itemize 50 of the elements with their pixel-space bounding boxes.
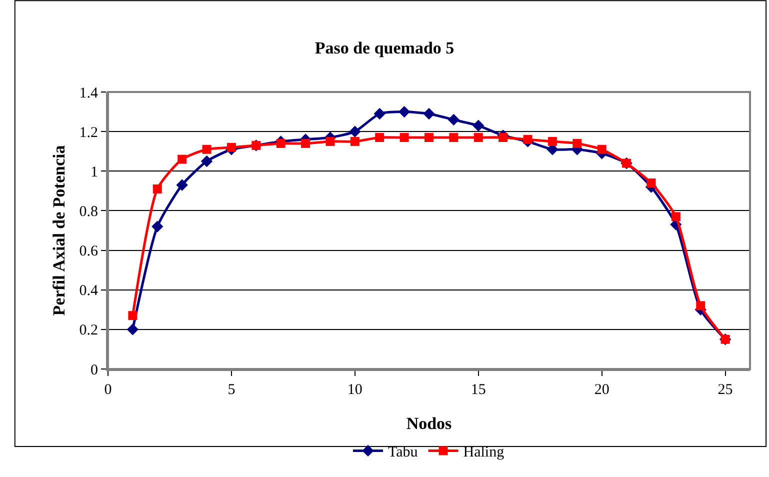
point [202,144,212,154]
point [498,133,508,142]
point [646,178,656,188]
x-tick-label: 20 [594,382,610,398]
legend-label: Haling [463,444,505,461]
x-axis-title: Nodos [406,414,452,433]
point [424,133,434,142]
point [349,126,361,138]
point [350,136,360,146]
point [472,120,484,132]
point [400,133,409,142]
point [572,138,582,148]
point [178,154,187,164]
point [176,179,188,191]
point [696,301,706,310]
y-tick-label: 1.2 [79,124,98,141]
point [474,133,483,142]
point [374,108,386,120]
x-tick-label: 0 [104,382,112,398]
y-tick-label: 0.4 [79,283,98,300]
point [326,136,335,146]
x-tick-label: 25 [718,382,733,398]
point [276,138,286,148]
chart-title: Paso de quemado 5 [314,38,454,58]
point [128,311,138,320]
y-tick-label: 1 [90,164,98,180]
y-tick-label: 1.4 [79,85,98,102]
x-tick-label: 5 [228,382,236,398]
x-tick-label: 10 [347,382,362,398]
point [375,133,384,142]
point [449,133,458,142]
point [152,220,164,232]
point [671,212,680,222]
point [398,106,410,118]
point [226,142,236,152]
point [548,136,557,146]
y-tick-label: 0 [90,362,98,378]
point [448,114,460,126]
y-tick-label: 0.2 [79,322,98,339]
point [301,138,310,148]
y-tick-label: 0.8 [79,204,98,220]
y-tick-label: 0.6 [79,244,98,260]
point [152,184,162,194]
point [423,108,435,120]
point [523,134,532,144]
y-axis-title: Perfil Axial de Potencia [49,144,68,316]
point [126,324,139,336]
point [200,155,213,168]
point [597,144,606,154]
x-tick-label: 15 [470,382,486,398]
